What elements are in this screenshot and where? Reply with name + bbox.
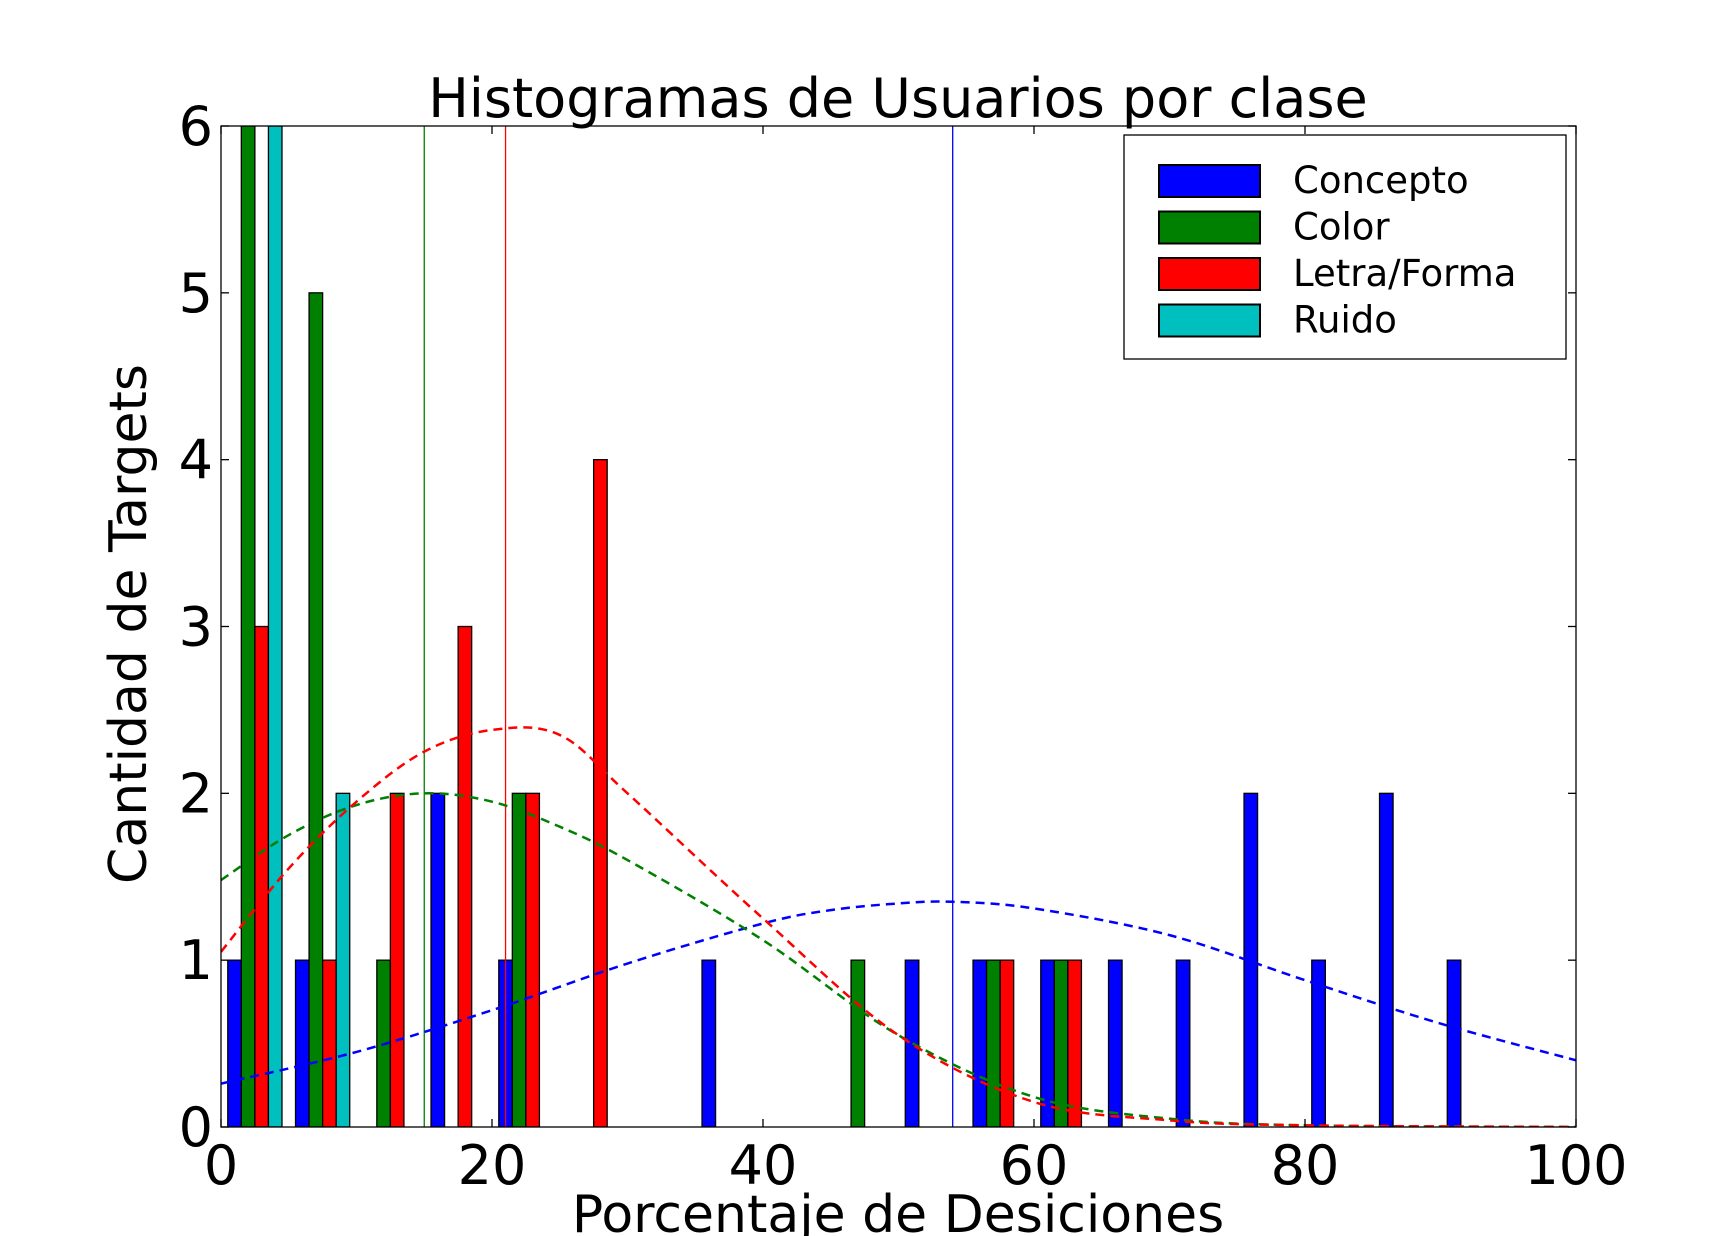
legend-label-color: Color — [1293, 206, 1390, 249]
bar-letra-forma-3 — [457, 625, 473, 1127]
x-tick-label: 0 — [204, 1134, 238, 1197]
bar-letra-forma-6 — [999, 959, 1015, 1127]
bar-ruido-1 — [335, 792, 351, 1127]
legend-swatch-concepto — [1158, 164, 1261, 198]
bar-concepto-9 — [1175, 959, 1191, 1127]
fit-curve-concepto — [221, 900, 1576, 1085]
bar-color-0 — [240, 126, 256, 1127]
legend-swatch-letra-forma — [1158, 257, 1261, 291]
bar-letra-forma-0 — [254, 625, 270, 1127]
bar-letra-forma-2 — [389, 792, 405, 1127]
bar-concepto-0 — [227, 959, 242, 1127]
bar-concepto-5 — [904, 959, 920, 1127]
bar-concepto-11 — [1311, 959, 1326, 1127]
x-tick-label: 20 — [458, 1134, 527, 1197]
bar-concepto-4 — [701, 959, 717, 1127]
chart-title: Histogramas de Usuarios por clase — [428, 67, 1368, 130]
x-tick-label: 80 — [1271, 1134, 1340, 1197]
legend-label-ruido: Ruido — [1293, 299, 1397, 342]
fit-curve-letra-forma — [221, 726, 1576, 1127]
bar-concepto-13 — [1446, 959, 1462, 1127]
bar-letra-forma-1 — [321, 959, 337, 1127]
legend-swatch-color — [1158, 210, 1261, 245]
y-tick-label: 4 — [179, 429, 213, 492]
legend-label-concepto: Concepto — [1293, 159, 1469, 202]
bar-concepto-12 — [1378, 792, 1394, 1127]
y-tick-label: 2 — [179, 762, 213, 825]
bar-concepto-1 — [294, 959, 310, 1127]
x-tick-label: 40 — [729, 1134, 798, 1197]
x-axis-label: Porcentaje de Desiciones — [572, 1185, 1224, 1236]
plot-area — [221, 126, 1576, 1127]
bar-letra-forma-5 — [592, 459, 608, 1127]
bar-color-4 — [850, 959, 866, 1127]
y-tick-label: 5 — [179, 262, 213, 325]
bar-concepto-6 — [972, 959, 988, 1127]
plot-content — [221, 126, 1576, 1127]
bar-letra-forma-7 — [1067, 959, 1083, 1127]
y-tick-label: 6 — [179, 95, 213, 158]
bar-ruido-0 — [267, 126, 283, 1127]
y-tick-label: 0 — [179, 1096, 213, 1159]
bar-color-1 — [308, 292, 324, 1127]
y-axis-label: Cantidad de Targets — [99, 364, 159, 884]
bar-color-3 — [511, 792, 527, 1127]
y-tick-label: 1 — [179, 929, 213, 992]
x-tick-label: 60 — [1000, 1134, 1069, 1197]
bar-color-5 — [985, 959, 1001, 1127]
bar-letra-forma-4 — [525, 792, 541, 1127]
bar-concepto-8 — [1107, 959, 1123, 1127]
legend-swatch-ruido — [1158, 303, 1261, 338]
legend-label-letra-forma: Letra/Forma — [1293, 252, 1516, 295]
bar-concepto-2 — [430, 792, 446, 1127]
x-tick-label: 100 — [1524, 1134, 1627, 1197]
y-tick-label: 3 — [179, 596, 213, 659]
axes: 0 20 40 60 80 100 0 1 2 3 4 5 6 — [179, 95, 1628, 1197]
